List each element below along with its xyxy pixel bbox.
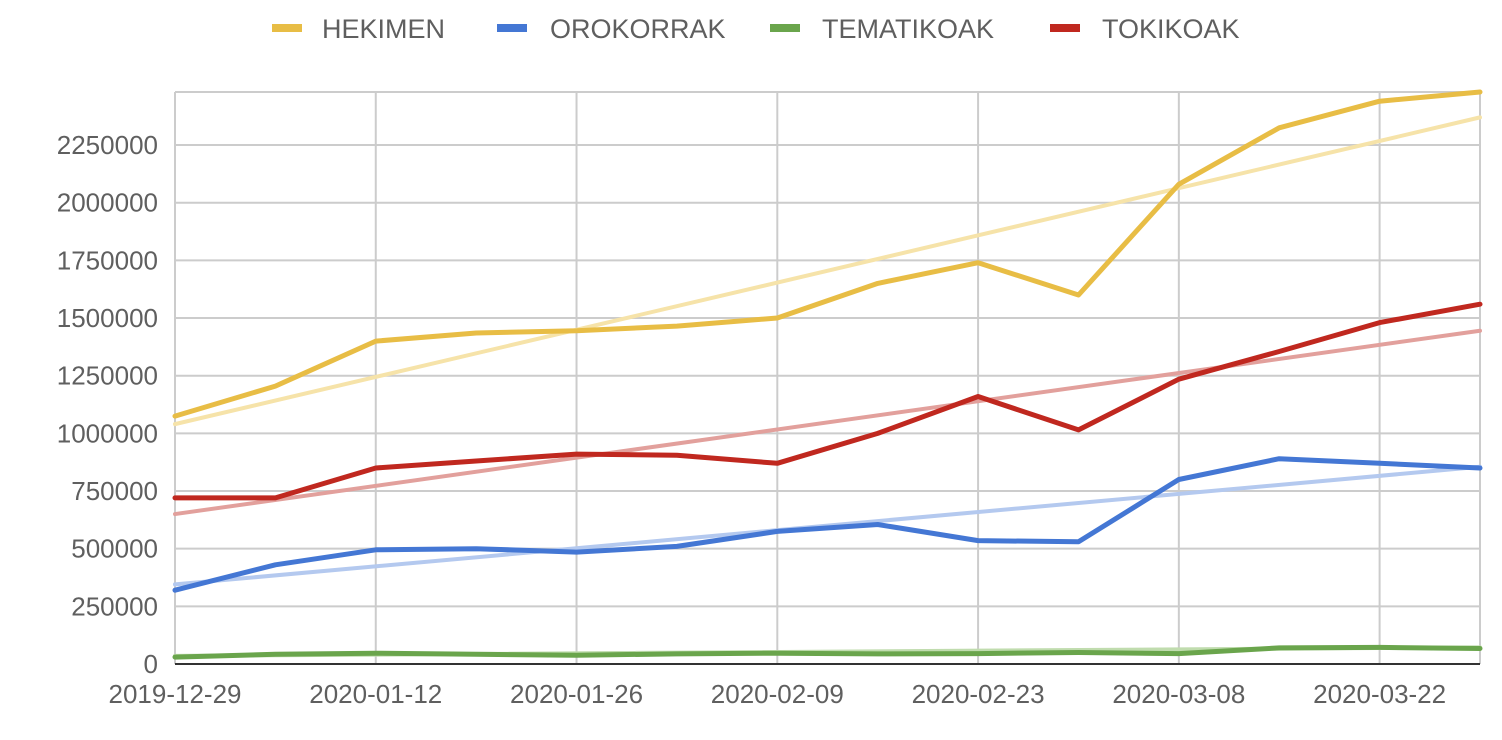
x-tick-label-3: 2020-02-09 (711, 679, 844, 709)
legend-label-tokikoak: TOKIKOAK (1102, 14, 1240, 44)
x-tick-label-0: 2019-12-29 (109, 679, 242, 709)
x-tick-label-4: 2020-02-23 (912, 679, 1045, 709)
y-tick-label-5: 1250000 (57, 361, 158, 391)
trendline-tokikoak (173, 328, 1482, 517)
y-tick-label-7: 1750000 (57, 245, 158, 275)
legend-swatch-tokikoak (1050, 24, 1080, 32)
series-line-orokorrak (172, 456, 1483, 593)
legend-label-hekimen: HEKIMEN (322, 14, 445, 44)
trendlines (173, 115, 1482, 658)
y-tick-label-9: 2250000 (57, 130, 158, 160)
x-tick-label-6: 2020-03-22 (1313, 679, 1446, 709)
x-axis-ticks: 2019-12-29 2020-01-12 2020-01-26 2020-02-09… (109, 679, 1447, 709)
y-tick-label-3: 750000 (71, 476, 158, 506)
x-tick-label-1: 2020-01-12 (309, 679, 442, 709)
legend: HEKIMEN OROKORRAK TEMATIKOAK TOKIKOAK (272, 14, 1240, 44)
legend-swatch-hekimen (272, 24, 302, 32)
y-axis-ticks: 0 250000 500000 750000 1000000 1250000 1500000… (57, 130, 158, 679)
y-tick-label-1: 250000 (71, 591, 158, 621)
legend-swatch-tematikoak (770, 24, 800, 32)
series-line-tokikoak (172, 301, 1483, 501)
y-tick-label-8: 2000000 (57, 188, 158, 218)
series-lines (172, 89, 1483, 660)
legend-label-tematikoak: TEMATIKOAK (822, 14, 994, 44)
x-tick-label-2: 2020-01-26 (510, 679, 643, 709)
trendline-hekimen (173, 115, 1482, 427)
y-tick-label-2: 500000 (71, 534, 158, 564)
y-tick-label-0: 0 (144, 649, 158, 679)
x-tick-label-5: 2020-03-08 (1112, 679, 1245, 709)
grid (174, 91, 1481, 665)
series-line-hekimen (172, 89, 1483, 419)
legend-swatch-orokorrak (497, 24, 527, 32)
y-tick-label-6: 1500000 (57, 303, 158, 333)
y-tick-label-4: 1000000 (57, 418, 158, 448)
legend-label-orokorrak: OROKORRAK (550, 14, 726, 44)
series-line-tematikoak (172, 644, 1483, 660)
